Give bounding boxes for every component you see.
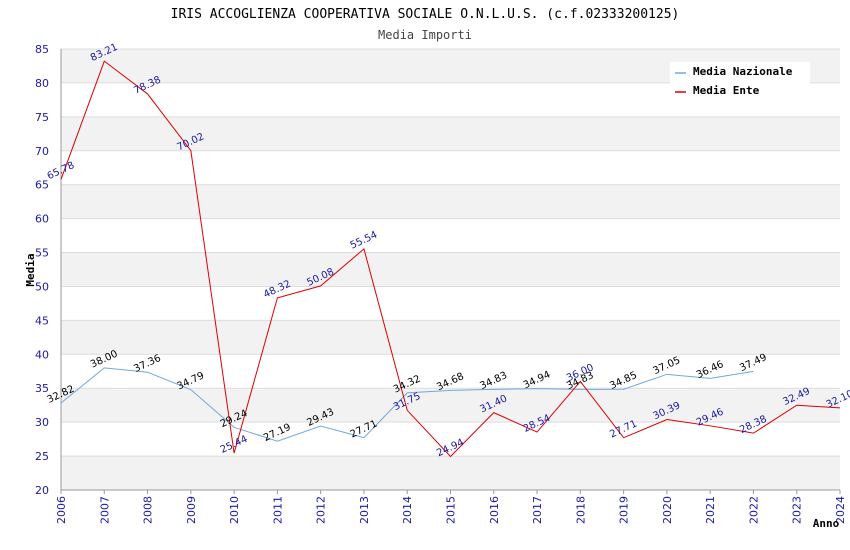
grid-band xyxy=(61,456,840,490)
x-tick-label: 2021 xyxy=(704,496,717,524)
x-tick-label: 2015 xyxy=(445,496,458,524)
x-tick-label: 2013 xyxy=(358,496,371,524)
x-axis-label: Anno xyxy=(813,517,840,530)
y-tick-label: 60 xyxy=(35,213,49,226)
series-line-media-ente xyxy=(60,60,841,458)
grid-band xyxy=(61,184,840,219)
chart-subtitle: Media Importi xyxy=(378,28,472,42)
x-tick-label: 2010 xyxy=(228,496,241,524)
y-tick-label: 80 xyxy=(35,77,49,90)
x-tick-label: 2019 xyxy=(618,496,631,524)
y-tick-label: 25 xyxy=(35,450,49,463)
x-tick-label: 2016 xyxy=(488,496,501,524)
grid-band xyxy=(61,422,840,457)
legend: Media Nazionale Media Ente xyxy=(670,62,810,102)
x-tick-label: 2009 xyxy=(185,496,198,524)
y-axis-label: Media xyxy=(24,253,37,286)
grid-band xyxy=(61,218,840,253)
grid-band xyxy=(61,286,840,321)
y-tick-label: 35 xyxy=(35,382,49,395)
x-tick-label: 2023 xyxy=(791,496,804,524)
y-tick-label: 65 xyxy=(35,179,49,192)
legend-label-media-nazionale: Media Nazionale xyxy=(693,65,793,78)
y-tick-label: 45 xyxy=(35,314,49,327)
y-tick-label: 85 xyxy=(35,43,49,56)
x-tick-label: 2007 xyxy=(98,496,111,524)
series-line-media-nazionale xyxy=(60,367,754,442)
x-tick-label: 2014 xyxy=(401,496,414,524)
y-tick-labels: 20 25 30 35 40 45 50 55 60 65 70 75 80 85 xyxy=(35,43,49,497)
y-tick-label: 70 xyxy=(35,145,49,158)
grid-band xyxy=(61,252,840,287)
y-tick-label: 40 xyxy=(35,348,49,361)
chart-title: IRIS ACCOGLIENZA COOPERATIVA SOCIALE O.N… xyxy=(171,7,680,22)
x-tick-label: 2020 xyxy=(661,496,674,524)
y-tick-label: 20 xyxy=(35,484,49,497)
y-tick-label: 50 xyxy=(35,280,49,293)
grid-band xyxy=(61,388,840,423)
x-tick-label: 2011 xyxy=(271,496,284,524)
x-tick-label: 2018 xyxy=(574,496,587,524)
grid-band xyxy=(61,150,840,185)
x-tick-label: 2012 xyxy=(315,496,328,524)
x-tick-label: 2008 xyxy=(142,496,155,524)
x-tick-label: 2017 xyxy=(531,496,544,524)
grid-band xyxy=(61,354,840,389)
y-tick-label: 30 xyxy=(35,416,49,429)
grid-bands xyxy=(61,49,840,490)
legend-label-media-ente: Media Ente xyxy=(693,84,760,97)
x-tick-label: 2024 xyxy=(834,496,847,524)
grid-band xyxy=(61,116,840,151)
x-tick-labels: 2006 2007 2008 2009 2010 2011 2012 2013 2014 2015… xyxy=(55,490,847,524)
legend-box xyxy=(670,62,810,102)
grid-band xyxy=(61,320,840,355)
y-tick-label: 55 xyxy=(35,247,49,260)
x-tick-label: 2022 xyxy=(747,496,760,524)
x-tick-label: 2006 xyxy=(55,496,68,524)
series-lines xyxy=(60,60,841,458)
y-tick-label: 75 xyxy=(35,111,49,124)
